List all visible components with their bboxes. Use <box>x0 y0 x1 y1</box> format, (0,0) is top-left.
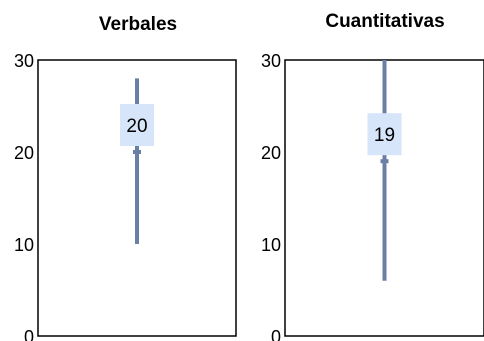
value-label: 20 <box>126 116 147 137</box>
y-tick-label: 10 <box>14 235 34 255</box>
y-tick-label: 10 <box>261 235 281 255</box>
value-marker <box>133 150 141 154</box>
y-tick-label: 30 <box>261 51 281 71</box>
y-tick-label: 0 <box>271 327 281 341</box>
y-tick-label: 20 <box>14 143 34 163</box>
plot-frame <box>37 59 237 337</box>
y-tick-label: 30 <box>14 51 34 71</box>
chart-title: Cuantitativas <box>325 11 444 32</box>
y-tick-label: 0 <box>24 327 34 341</box>
value-label: 19 <box>374 125 395 146</box>
value-marker <box>380 159 389 164</box>
value-label-box <box>120 104 154 146</box>
y-tick-label: 20 <box>261 143 281 163</box>
chart-title: Verbales <box>99 14 177 35</box>
value-label-box <box>367 113 402 156</box>
